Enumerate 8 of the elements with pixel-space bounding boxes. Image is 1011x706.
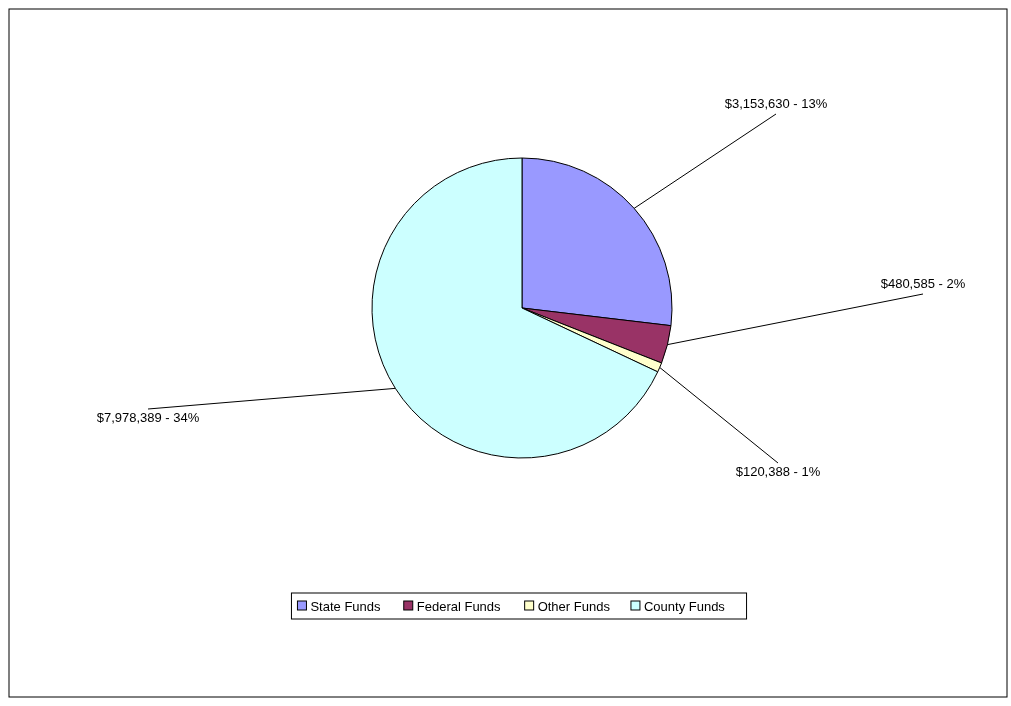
data-label: $120,388 - 1% bbox=[735, 464, 821, 479]
data-label: $7,978,389 - 34% bbox=[96, 410, 200, 425]
data-label: $3,153,630 - 13% bbox=[724, 96, 828, 111]
legend-label: County Funds bbox=[643, 598, 726, 614]
legend-label: Other Funds bbox=[537, 598, 611, 614]
legend-label: State Funds bbox=[310, 598, 382, 614]
legend-label: Federal Funds bbox=[416, 598, 502, 614]
data-label: $480,585 - 2% bbox=[880, 276, 966, 291]
